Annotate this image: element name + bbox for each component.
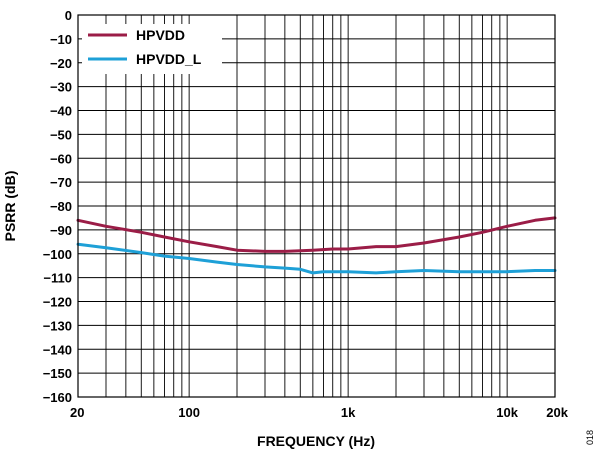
series-layer xyxy=(76,216,557,275)
y-tick-label: −150 xyxy=(43,366,72,381)
x-tick-label: 20 xyxy=(70,405,84,420)
plot-frame xyxy=(77,14,556,398)
y-tick-label: −120 xyxy=(43,295,72,310)
y-tick-label: −80 xyxy=(50,199,72,214)
y-tick-label: −70 xyxy=(50,175,72,190)
x-tick-label: 20k xyxy=(546,405,568,420)
legend-background xyxy=(82,24,222,74)
y-tick-label: −160 xyxy=(43,390,72,405)
x-tick-label: 100 xyxy=(178,405,200,420)
x-tick-label: 1k xyxy=(341,405,356,420)
y-tick-label: −40 xyxy=(50,104,72,119)
y-tick-label: −60 xyxy=(50,151,72,166)
y-tick-label: 0 xyxy=(65,8,72,23)
x-tick-labels: 20 100 1k 10k 20k xyxy=(70,405,569,420)
y-tick-label: −10 xyxy=(50,32,72,47)
y-tick-label: −130 xyxy=(43,318,72,333)
y-tick-label: −50 xyxy=(50,127,72,142)
y-tick-labels: 0 −10 −20 −30 −40 −50 −60 −70 −80 −90 −100 −110 −120… xyxy=(43,8,72,405)
legend: HPVDD HPVDD_L xyxy=(82,24,222,74)
series-line-hpvdd-l xyxy=(76,242,557,275)
legend-label-hpvdd-l: HPVDD_L xyxy=(136,51,202,67)
y-axis-title: PSRR (dB) xyxy=(2,171,18,242)
y-tick-label: −30 xyxy=(50,80,72,95)
figure-id: 018 xyxy=(585,430,595,445)
series-line-hpvdd xyxy=(76,216,557,253)
grid xyxy=(78,14,555,398)
x-tick-label: 10k xyxy=(496,405,518,420)
legend-label-hpvdd: HPVDD xyxy=(136,27,185,43)
y-tick-label: −20 xyxy=(50,56,72,71)
y-tick-label: −140 xyxy=(43,342,72,357)
y-tick-label: −90 xyxy=(50,223,72,238)
y-tick-label: −100 xyxy=(43,247,72,262)
y-tick-label: −110 xyxy=(43,271,72,286)
x-axis-title: FREQUENCY (Hz) xyxy=(257,433,375,449)
